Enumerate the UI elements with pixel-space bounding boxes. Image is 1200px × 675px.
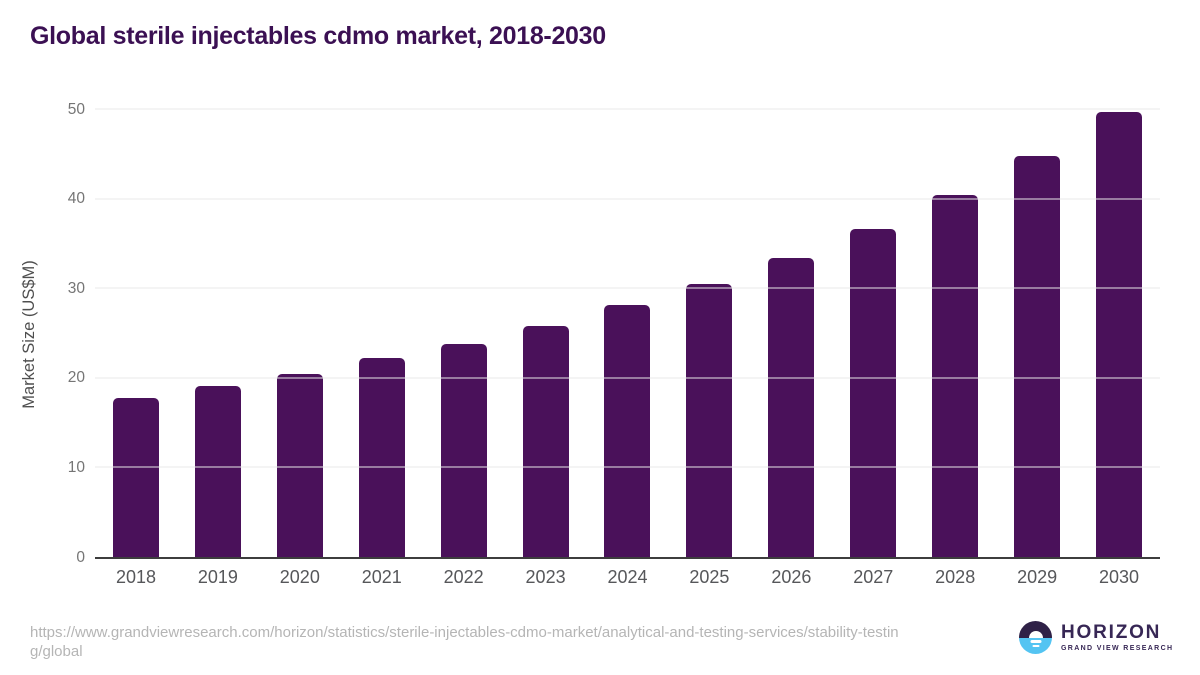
bar-2023 [522, 325, 569, 557]
y-axis-label: Market Size (US$M) [19, 259, 38, 409]
x-axis-label: 2027 [853, 567, 894, 587]
x-axis-labels: 2018 2019 2020 2021 2022 2023 2024 2025 2026 2027… [95, 567, 1160, 588]
bar-slot [668, 109, 750, 557]
bar-2025 [686, 283, 733, 557]
x-axis-label: 2023 [525, 567, 566, 587]
x-axis-label: 2025 [689, 567, 730, 587]
bar-2022 [440, 343, 487, 557]
bar-2029 [1014, 155, 1061, 557]
y-axis-label-container: Market Size (US$M) [16, 109, 42, 559]
bar-slot [750, 109, 832, 557]
x-axis-label: 2029 [1017, 567, 1058, 587]
bar-slot [259, 109, 341, 557]
x-axis-label: 2024 [607, 567, 648, 587]
gridline [95, 287, 1160, 289]
logo-text: HORIZON GRAND VIEW RESEARCH [1061, 623, 1173, 652]
horizon-logo: HORIZON GRAND VIEW RESEARCH [1019, 621, 1173, 654]
x-axis-label: 2018 [115, 567, 156, 587]
logo-ripple [1032, 645, 1039, 647]
gridline [95, 377, 1160, 379]
bar-2018 [112, 397, 159, 557]
y-axis-tick-label: 30 [67, 279, 85, 297]
bar-slot [423, 109, 505, 557]
logo-sun [1028, 630, 1043, 638]
bar-2030 [1096, 111, 1143, 557]
plot-area: 0 10 20 30 40 50 [68, 101, 1160, 564]
gridline [95, 466, 1160, 468]
bar-slot [914, 109, 996, 557]
x-axis-label: 2028 [935, 567, 976, 587]
x-axis-label: 2020 [279, 567, 320, 587]
bar-2027 [850, 229, 897, 557]
x-axis-label: 2026 [771, 567, 812, 587]
bar-slot [505, 109, 587, 557]
x-axis-label: 2019 [197, 567, 238, 587]
logo-brand-name: HORIZON [1061, 622, 1162, 643]
y-axis-tick-label: 10 [67, 458, 85, 476]
source-url: https://www.grandviewresearch.com/horizo… [30, 624, 899, 661]
y-axis-tick-label: 40 [67, 189, 85, 207]
y-axis-tick-label: 50 [67, 100, 85, 118]
bar-2026 [768, 257, 815, 557]
logo-sky-half [1019, 621, 1052, 638]
x-axis-label: 2021 [361, 567, 402, 587]
y-axis-tick-label: 0 [76, 548, 85, 566]
chart-title: Global sterile injectables cdmo market, … [30, 22, 606, 50]
gridline [95, 198, 1160, 200]
bar-2021 [358, 358, 405, 557]
logo-subbrand-name: GRAND VIEW RESEARCH [1061, 645, 1174, 652]
bar-2028 [932, 195, 979, 557]
gridline [95, 108, 1160, 110]
horizon-sunset-icon [1019, 621, 1052, 654]
bar-slot [832, 109, 914, 557]
bar-slot [95, 109, 177, 557]
bar-slot [996, 109, 1078, 557]
bar-slot [341, 109, 423, 557]
x-axis-label: 2030 [1099, 567, 1140, 587]
bar-slot [1078, 109, 1160, 557]
bars [95, 109, 1160, 557]
y-axis-tick-label: 20 [67, 369, 85, 387]
bar-2019 [194, 385, 241, 557]
bar-slot [177, 109, 259, 557]
bar-2020 [276, 374, 323, 557]
logo-ripple [1030, 640, 1041, 643]
bar-slot [587, 109, 669, 557]
bar-2024 [604, 305, 651, 557]
x-axis-label: 2022 [443, 567, 484, 587]
